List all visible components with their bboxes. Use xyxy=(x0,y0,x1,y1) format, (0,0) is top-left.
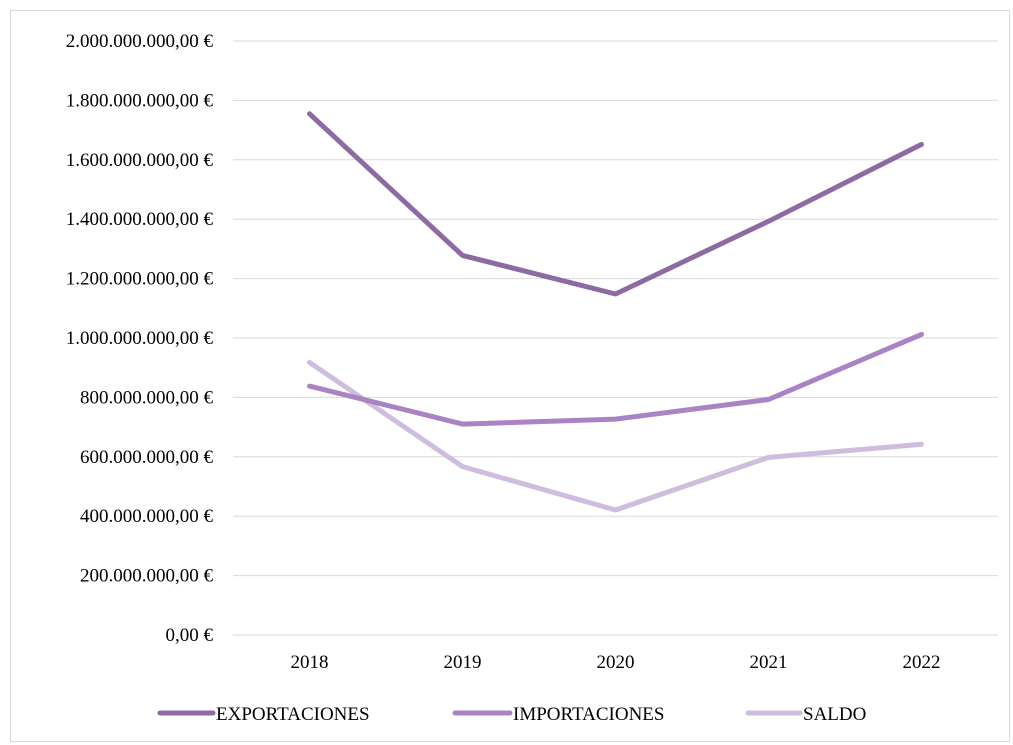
legend-label: SALDO xyxy=(803,704,866,725)
x-tick-label: 2019 xyxy=(444,652,482,673)
x-tick-label: 2018 xyxy=(291,652,329,673)
legend-label: IMPORTACIONES xyxy=(513,704,664,725)
x-tick-label: 2022 xyxy=(903,652,941,673)
series-line-saldo xyxy=(307,359,924,513)
y-tick-label: 200.000.000,00 € xyxy=(80,566,214,587)
y-tick-label: 1.400.000.000,00 € xyxy=(66,209,214,230)
y-tick-label: 600.000.000,00 € xyxy=(80,447,214,468)
y-tick-label: 1.800.000.000,00 € xyxy=(66,90,214,111)
y-tick-label: 1.200.000.000,00 € xyxy=(66,269,214,290)
y-tick-label: 0,00 € xyxy=(166,625,214,646)
y-tick-label: 400.000.000,00 € xyxy=(80,506,214,527)
y-tick-label: 1.000.000.000,00 € xyxy=(66,328,214,349)
y-tick-label: 2.000.000.000,00 € xyxy=(66,31,214,52)
series-line-importaciones xyxy=(307,331,924,427)
y-tick-label: 800.000.000,00 € xyxy=(80,387,214,408)
chart-frame xyxy=(10,10,1010,742)
y-tick-label: 1.600.000.000,00 € xyxy=(66,150,214,171)
legend-label: EXPORTACIONES xyxy=(216,704,370,725)
x-tick-label: 2020 xyxy=(597,652,635,673)
x-tick-label: 2021 xyxy=(750,652,788,673)
series-line-exportaciones xyxy=(307,111,924,297)
